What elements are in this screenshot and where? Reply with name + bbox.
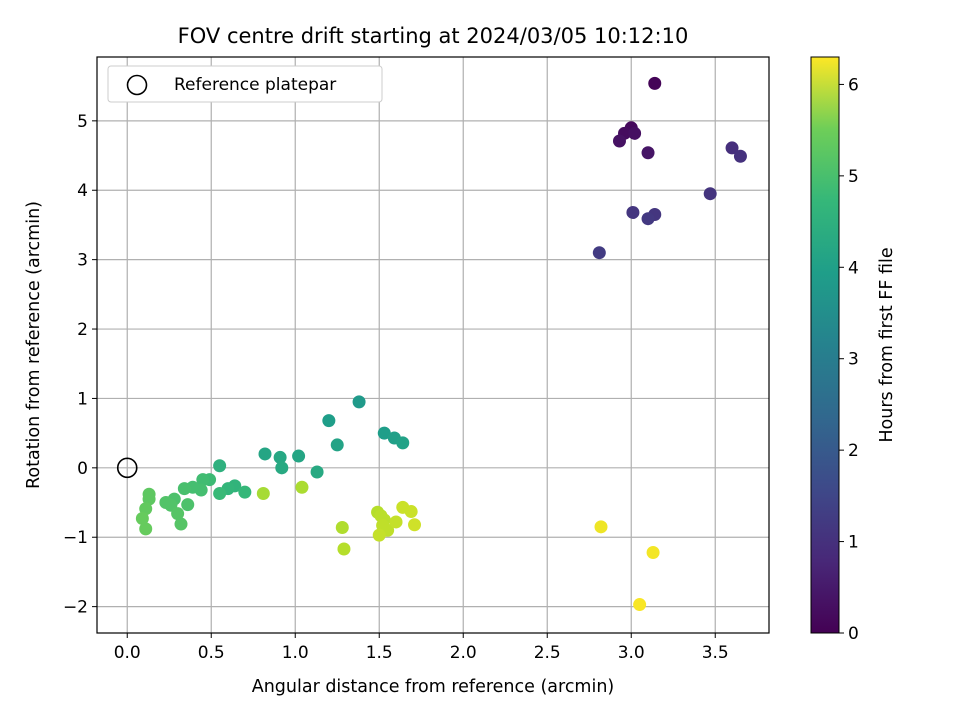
axes-frame bbox=[96, 56, 770, 634]
x-tick-label-6: 3.0 bbox=[618, 643, 645, 663]
x-tick-label-3: 1.5 bbox=[366, 643, 393, 663]
colorbar-frame bbox=[810, 56, 840, 634]
data-point-57 bbox=[404, 505, 418, 519]
data-point-27 bbox=[238, 485, 252, 499]
data-point-59 bbox=[594, 520, 608, 534]
data-point-4 bbox=[612, 134, 626, 148]
colorbar-tick-label-2: 2 bbox=[848, 441, 859, 461]
colorbar-tick-label-5: 5 bbox=[848, 167, 859, 187]
data-point-58 bbox=[408, 518, 422, 532]
legend-box bbox=[107, 65, 383, 103]
legend: Reference platepar bbox=[107, 65, 383, 103]
data-point-28 bbox=[213, 487, 227, 501]
colorbar-label: Hours from first FF file bbox=[877, 247, 897, 442]
y-tick-label-2: 0 bbox=[77, 459, 88, 479]
data-point-61 bbox=[633, 598, 647, 612]
chart-title: FOV centre drift starting at 2024/03/05 … bbox=[178, 24, 689, 48]
data-point-5 bbox=[641, 146, 655, 160]
data-point-48 bbox=[337, 542, 351, 556]
data-point-55 bbox=[389, 515, 403, 529]
y-tick-label-7: 5 bbox=[77, 112, 88, 132]
data-point-0 bbox=[648, 76, 662, 90]
data-point-21 bbox=[273, 450, 287, 464]
x-tick-label-5: 2.5 bbox=[534, 643, 561, 663]
plot-area: 0.0 0.5 1.0 1.5 2.0 2.5 3.0 3.5 −2 −1 0 1 2 3 4 5 bbox=[63, 56, 770, 663]
data-point-9 bbox=[626, 205, 640, 219]
legend-marker-reference bbox=[126, 74, 148, 96]
y-tick-label-4: 2 bbox=[77, 320, 88, 340]
data-point-6 bbox=[725, 141, 739, 155]
reference-platepar-marker bbox=[116, 457, 138, 479]
data-point-8 bbox=[703, 187, 717, 201]
colorbar-tick-label-0: 0 bbox=[848, 624, 859, 644]
data-point-18 bbox=[330, 438, 344, 452]
legend-label-reference: Reference platepar bbox=[174, 75, 336, 95]
data-point-7 bbox=[733, 149, 747, 163]
data-point-38 bbox=[171, 507, 185, 521]
data-point-45 bbox=[256, 487, 270, 501]
data-point-43 bbox=[135, 511, 149, 525]
data-point-39 bbox=[174, 517, 188, 531]
x-tick-label-7: 3.5 bbox=[702, 643, 729, 663]
data-point-13 bbox=[352, 395, 366, 409]
data-point-35 bbox=[181, 498, 195, 512]
data-point-44 bbox=[139, 522, 153, 536]
data-point-30 bbox=[196, 473, 210, 487]
colorbar: 0 1 2 3 4 5 6 Hours from first FF file bbox=[810, 56, 897, 644]
data-point-54 bbox=[372, 528, 386, 542]
data-point-3 bbox=[628, 126, 642, 140]
data-point-24 bbox=[213, 459, 227, 473]
data-point-19 bbox=[258, 447, 272, 461]
data-point-22 bbox=[275, 461, 289, 475]
x-axis-label: Angular distance from reference (arcmin) bbox=[252, 677, 615, 697]
x-tick-label-1: 0.5 bbox=[198, 643, 225, 663]
x-tick-label-0: 0.0 bbox=[114, 643, 141, 663]
colorbar-tick-label-1: 1 bbox=[848, 533, 859, 553]
data-point-46 bbox=[295, 480, 309, 494]
data-point-11 bbox=[641, 212, 655, 226]
x-tick-label-4: 2.0 bbox=[450, 643, 477, 663]
data-point-60 bbox=[646, 545, 660, 559]
colorbar-gradient bbox=[811, 57, 839, 633]
data-point-23 bbox=[310, 465, 324, 479]
y-tick-label-6: 4 bbox=[77, 181, 88, 201]
colorbar-tick-label-3: 3 bbox=[848, 350, 859, 370]
data-point-12 bbox=[592, 246, 606, 260]
y-tick-label-1: −1 bbox=[63, 528, 88, 548]
data-point-15 bbox=[377, 426, 391, 440]
x-tick-label-2: 1.0 bbox=[282, 643, 309, 663]
y-tick-label-5: 3 bbox=[77, 251, 88, 271]
data-point-14 bbox=[322, 414, 336, 428]
data-point-17 bbox=[396, 436, 410, 450]
data-point-33 bbox=[177, 482, 191, 496]
colorbar-tick-label-6: 6 bbox=[848, 75, 859, 95]
data-point-20 bbox=[292, 449, 306, 463]
y-axis-label: Rotation from reference (arcmin) bbox=[24, 201, 44, 489]
data-point-47 bbox=[335, 521, 349, 535]
colorbar-tick-label-4: 4 bbox=[848, 258, 859, 278]
y-tick-label-0: −2 bbox=[63, 598, 88, 618]
y-tick-label-3: 1 bbox=[77, 389, 88, 409]
